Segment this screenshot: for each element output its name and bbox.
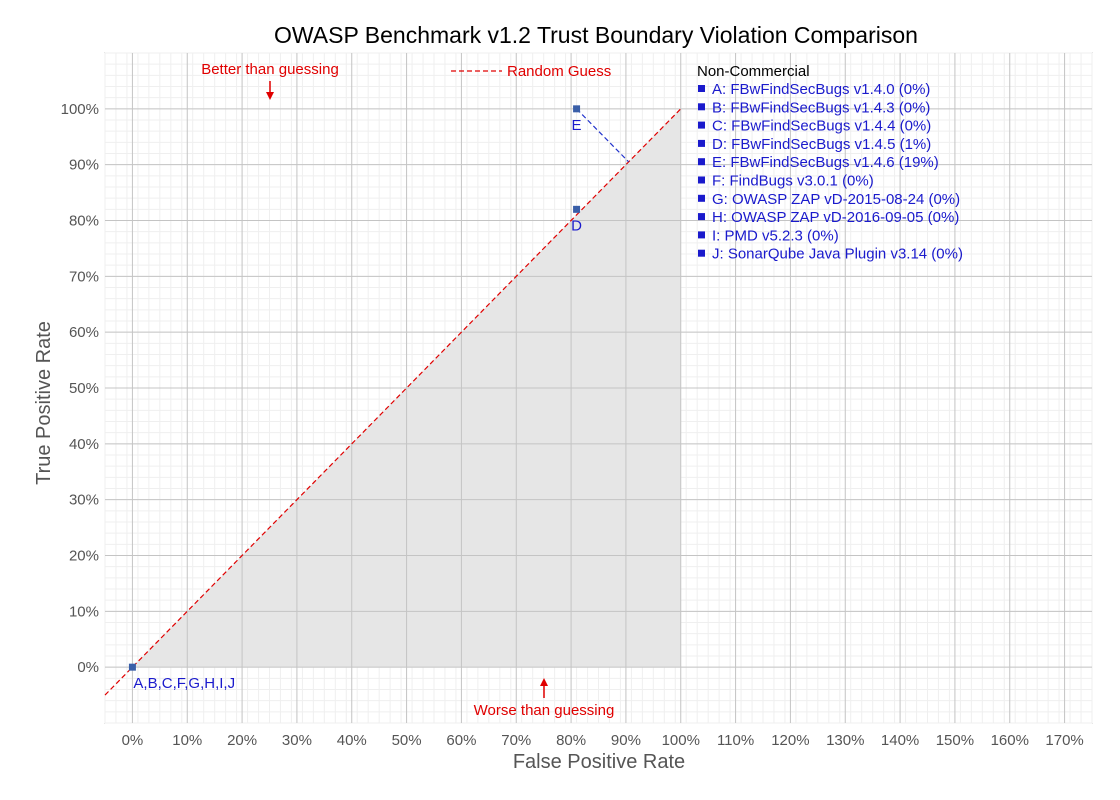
- legend-item-label: D: FBwFindSecBugs v1.4.5 (1%): [712, 136, 931, 153]
- better-arrow-head: [266, 92, 274, 100]
- y-tick-label: 20%: [69, 548, 99, 565]
- y-tick-label: 10%: [69, 603, 99, 620]
- better-than-guessing-label: Better than guessing: [201, 61, 339, 78]
- x-tick-label: 150%: [936, 732, 974, 749]
- legend-marker: [698, 231, 705, 239]
- legend-marker: [698, 176, 705, 184]
- worse-than-guessing-label: Worse than guessing: [474, 702, 615, 719]
- legend-item-label: I: PMD v5.2.3 (0%): [712, 227, 839, 244]
- x-tick-label: 120%: [771, 732, 809, 749]
- y-tick-labels: 0% 10% 20% 30% 40% 50% 60% 70% 80% 90% 100%: [61, 101, 99, 676]
- legend-item-label: A: FBwFindSecBugs v1.4.0 (0%): [712, 81, 930, 98]
- random-guess-legend-label: Random Guess: [507, 63, 611, 80]
- x-tick-labels: 0% 10% 20% 30% 40% 50% 60% 70% 80% 90% 100% 110% 120…: [122, 732, 1084, 749]
- y-axis-title: True Positive Rate: [33, 321, 55, 485]
- x-tick-label: 100%: [662, 732, 700, 749]
- chart-title: OWASP Benchmark v1.2 Trust Boundary Viol…: [274, 22, 918, 48]
- x-tick-label: 170%: [1045, 732, 1083, 749]
- x-axis-title: False Positive Rate: [513, 751, 685, 773]
- legend-item-label: G: OWASP ZAP vD-2015-08-24 (0%): [712, 191, 960, 208]
- legend-item-label: F: FindBugs v3.0.1 (0%): [712, 173, 874, 190]
- legend-item-label: J: SonarQube Java Plugin v3.14 (0%): [712, 246, 963, 263]
- data-point-label: E: [572, 117, 582, 134]
- data-point-label: D: [571, 217, 582, 234]
- legend-marker: [698, 121, 705, 129]
- x-tick-label: 80%: [556, 732, 586, 749]
- x-tick-label: 160%: [991, 732, 1029, 749]
- y-tick-label: 0%: [77, 659, 99, 676]
- x-tick-label: 10%: [172, 732, 202, 749]
- x-tick-label: 90%: [611, 732, 641, 749]
- data-point: [128, 663, 136, 671]
- legend-header: Non-Commercial: [697, 63, 810, 80]
- legend-item-label: H: OWASP ZAP vD-2016-09-05 (0%): [712, 209, 959, 226]
- x-tick-label: 50%: [392, 732, 422, 749]
- x-tick-label: 30%: [282, 732, 312, 749]
- y-tick-label: 60%: [69, 324, 99, 341]
- y-tick-label: 50%: [69, 380, 99, 397]
- x-tick-label: 110%: [717, 732, 754, 749]
- legend: A: FBwFindSecBugs v1.4.0 (0%)B: FBwFindS…: [698, 81, 963, 263]
- legend-item-label: E: FBwFindSecBugs v1.4.6 (19%): [712, 154, 939, 171]
- y-tick-label: 40%: [69, 436, 99, 453]
- x-tick-label: 70%: [501, 732, 531, 749]
- data-point: [573, 205, 581, 213]
- worse-arrow-head: [540, 678, 548, 686]
- legend-item-label: B: FBwFindSecBugs v1.4.3 (0%): [712, 99, 930, 116]
- y-tick-label: 100%: [61, 101, 99, 118]
- legend-marker: [698, 213, 705, 221]
- legend-marker: [698, 194, 705, 202]
- legend-marker: [698, 249, 705, 257]
- x-tick-label: 140%: [881, 732, 919, 749]
- major-grid: [105, 53, 1092, 723]
- legend-item-label: C: FBwFindSecBugs v1.4.4 (0%): [712, 118, 931, 135]
- y-tick-label: 30%: [69, 492, 99, 509]
- data-point: [573, 105, 581, 113]
- x-tick-label: 60%: [446, 732, 476, 749]
- x-tick-label: 130%: [826, 732, 864, 749]
- legend-marker: [698, 158, 705, 166]
- data-points: A,B,C,F,G,H,I,J D E: [128, 105, 582, 692]
- data-point-label: A,B,C,F,G,H,I,J: [133, 675, 235, 692]
- y-tick-label: 90%: [69, 157, 99, 174]
- y-tick-label: 80%: [69, 213, 99, 230]
- legend-marker: [698, 103, 705, 111]
- random-guess-line: [104, 108, 682, 696]
- x-tick-label: 40%: [337, 732, 367, 749]
- x-tick-label: 20%: [227, 732, 257, 749]
- legend-marker: [698, 85, 705, 92]
- legend-marker: [698, 139, 705, 147]
- point-e-connector: [576, 108, 630, 163]
- x-tick-label: 0%: [122, 732, 144, 749]
- y-tick-label: 70%: [69, 268, 99, 285]
